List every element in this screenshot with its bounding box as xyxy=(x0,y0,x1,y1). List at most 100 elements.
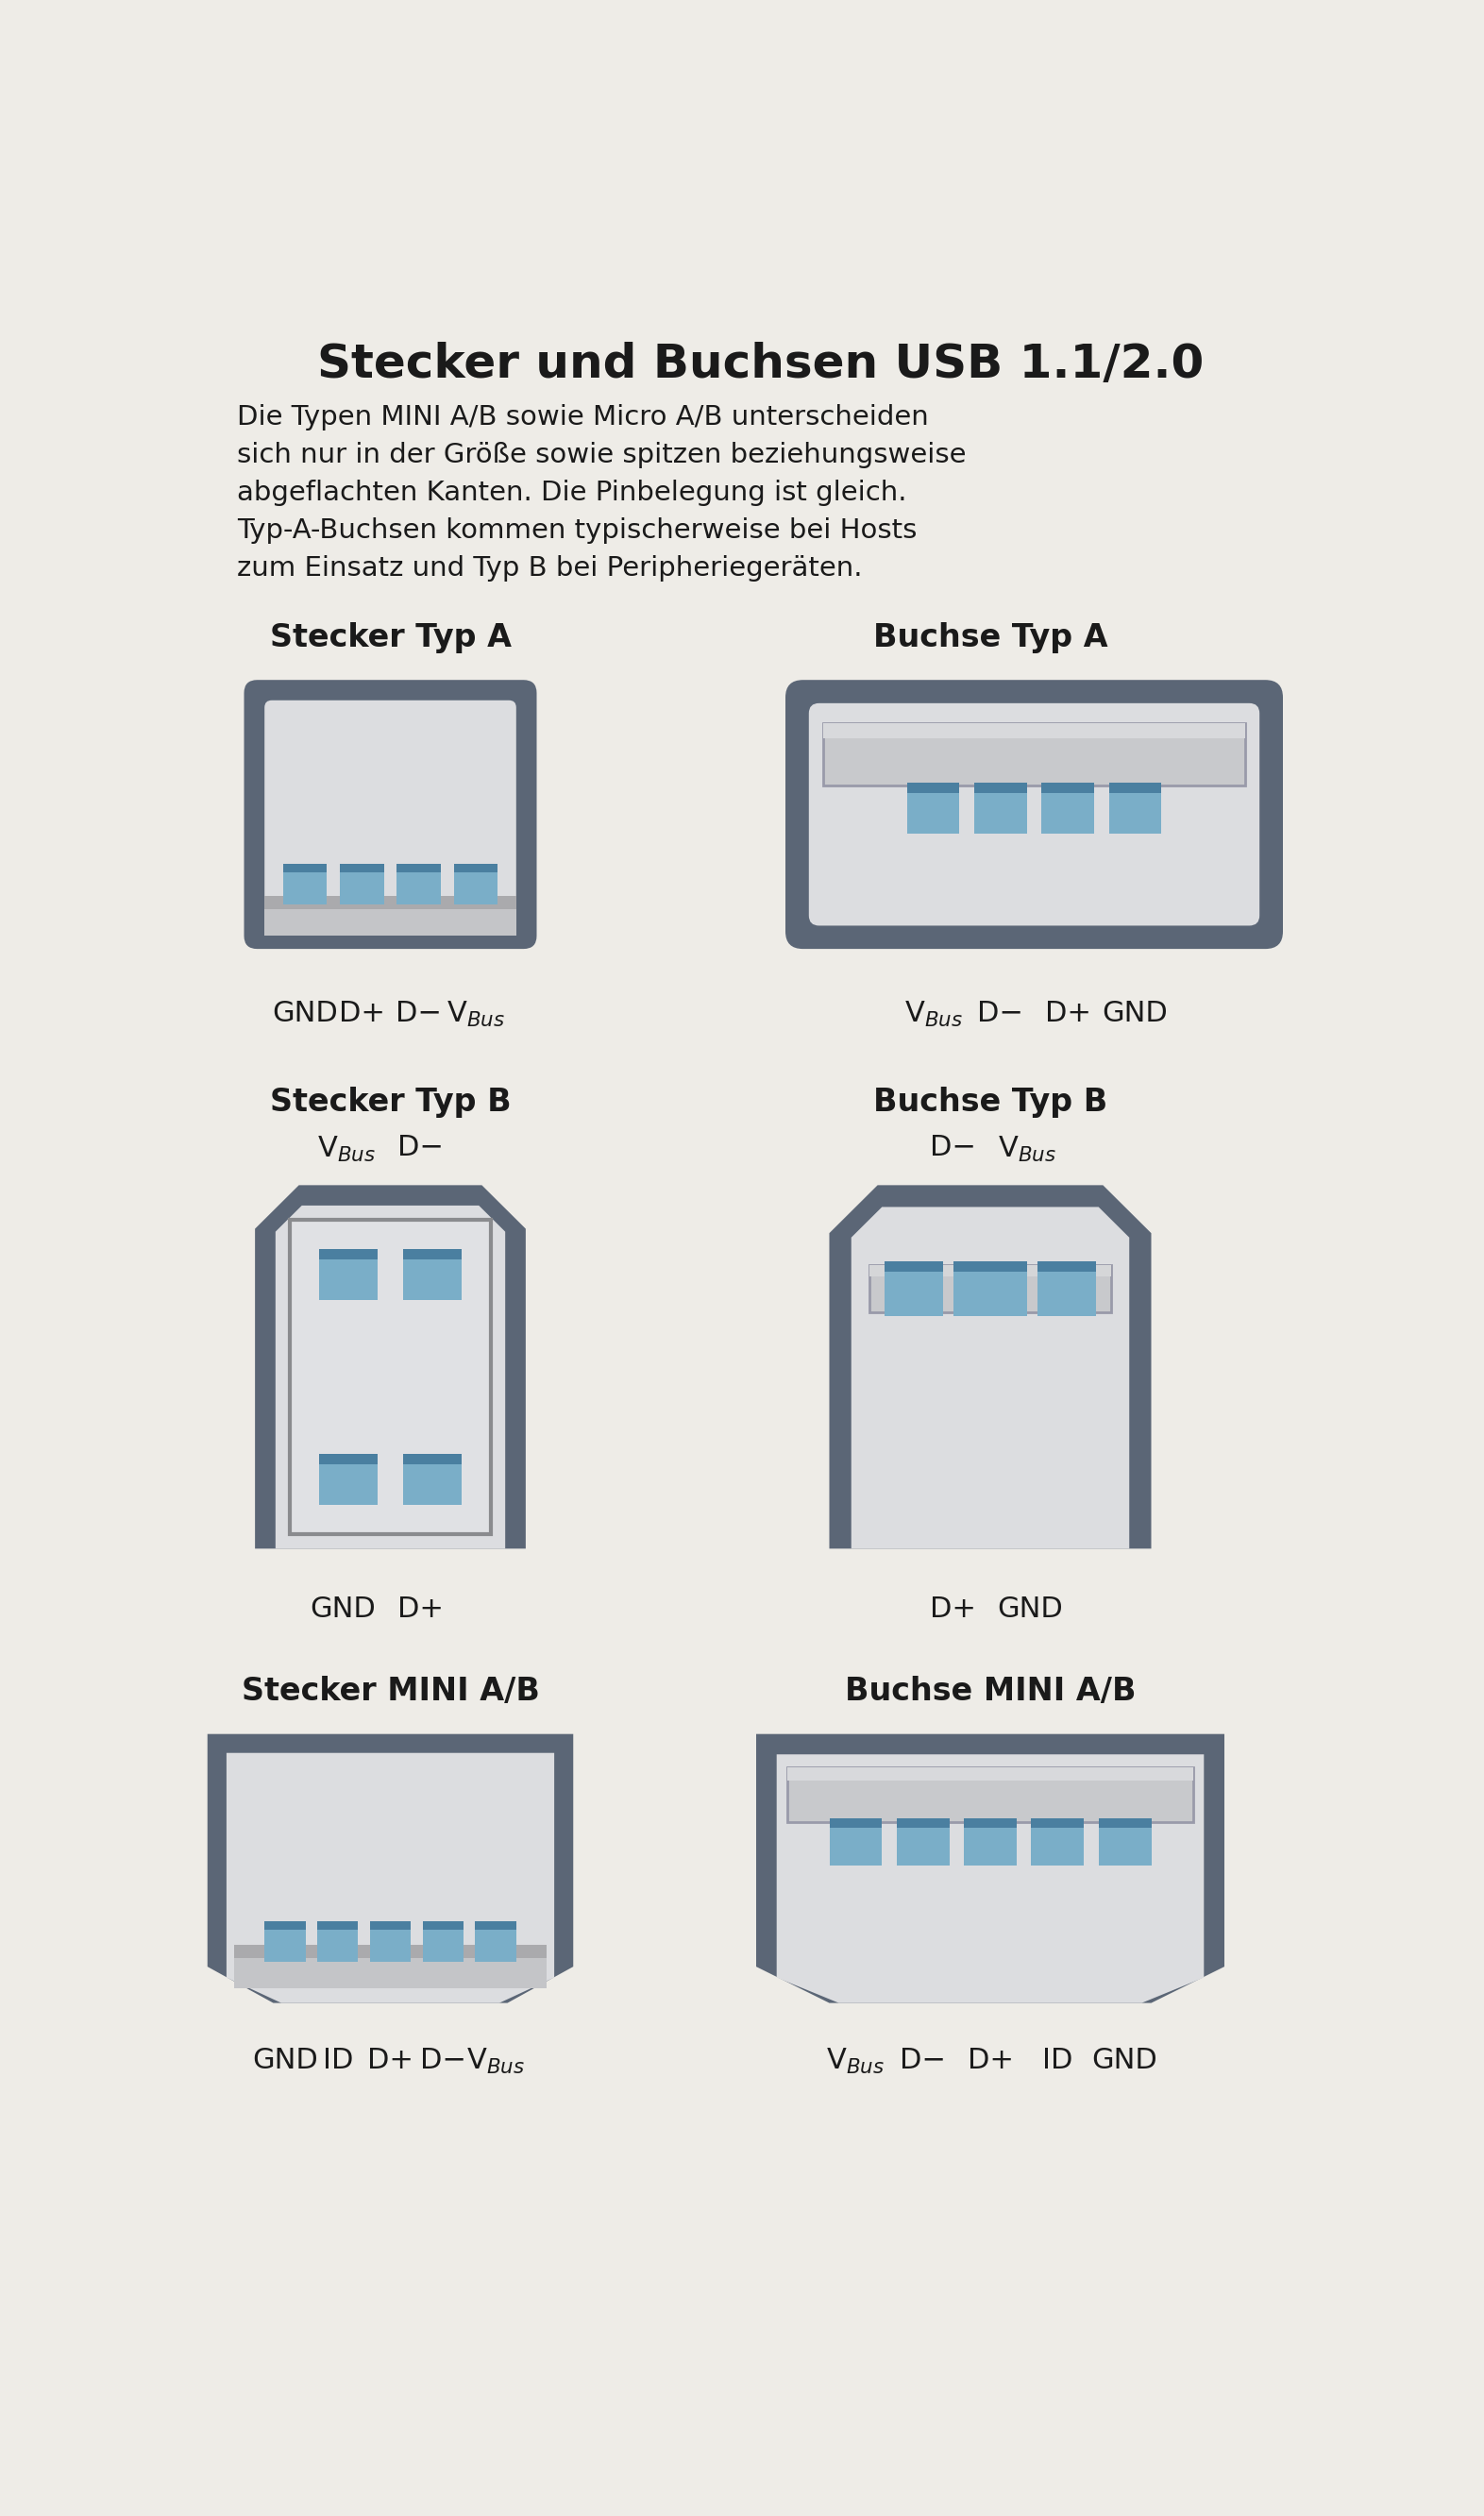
Bar xyxy=(396,863,441,873)
Bar xyxy=(830,1819,881,1864)
Bar xyxy=(1042,782,1094,793)
Bar xyxy=(824,725,1245,785)
Text: D+: D+ xyxy=(367,2046,414,2073)
Polygon shape xyxy=(852,1208,1129,1550)
Bar xyxy=(870,1266,1112,1313)
Text: ID: ID xyxy=(1042,2046,1073,2073)
Bar xyxy=(870,1266,1112,1276)
Bar xyxy=(969,1261,1027,1271)
Bar xyxy=(404,1454,462,1505)
Bar xyxy=(896,1819,950,1827)
Bar xyxy=(965,1819,1017,1864)
Bar xyxy=(340,863,384,873)
Text: D−: D− xyxy=(899,2046,945,2073)
Bar xyxy=(1042,782,1094,833)
Text: GND: GND xyxy=(997,1595,1064,1623)
Bar xyxy=(824,725,1245,737)
Text: D−: D− xyxy=(929,1135,975,1162)
Polygon shape xyxy=(227,1754,554,2003)
Bar xyxy=(454,863,499,873)
Text: Buchse MINI A/B: Buchse MINI A/B xyxy=(844,1676,1135,1706)
Polygon shape xyxy=(208,1734,573,2003)
Bar xyxy=(283,863,326,873)
Bar xyxy=(884,1261,942,1316)
Text: Stecker Typ B: Stecker Typ B xyxy=(270,1087,510,1117)
Text: V$_{Bus}$: V$_{Bus}$ xyxy=(318,1135,375,1162)
Bar xyxy=(896,1819,950,1864)
Text: V$_{Bus}$: V$_{Bus}$ xyxy=(466,2046,525,2076)
Text: GND: GND xyxy=(252,2046,318,2073)
Text: GND: GND xyxy=(310,1595,375,1623)
Bar xyxy=(1109,782,1162,833)
Bar xyxy=(954,1261,1012,1271)
Text: D+: D+ xyxy=(398,1595,444,1623)
Bar xyxy=(264,896,516,908)
Text: D+: D+ xyxy=(1045,999,1091,1027)
Bar xyxy=(1109,782,1162,793)
Bar xyxy=(907,782,960,833)
Bar xyxy=(404,1248,462,1301)
Bar xyxy=(283,863,326,906)
Text: D+: D+ xyxy=(338,999,384,1027)
Bar xyxy=(264,1922,306,1962)
Bar xyxy=(319,1248,377,1261)
Bar xyxy=(1031,1819,1083,1864)
Text: GND: GND xyxy=(1103,999,1168,1027)
Bar xyxy=(830,1819,881,1827)
Bar xyxy=(974,782,1027,793)
Text: V$_{Bus}$: V$_{Bus}$ xyxy=(447,999,505,1029)
Text: D+: D+ xyxy=(968,2046,1014,2073)
Text: sich nur in der Größe sowie spitzen beziehungsweise: sich nur in der Größe sowie spitzen bezi… xyxy=(237,440,966,468)
Polygon shape xyxy=(276,1205,505,1550)
Bar xyxy=(319,1248,377,1301)
Bar xyxy=(319,1454,377,1505)
Text: Stecker und Buchsen USB 1.1/2.0: Stecker und Buchsen USB 1.1/2.0 xyxy=(318,342,1204,387)
Bar xyxy=(319,1454,377,1464)
Text: Buchse Typ B: Buchse Typ B xyxy=(873,1087,1107,1117)
Bar xyxy=(396,863,441,906)
Bar xyxy=(954,1261,1012,1316)
Bar xyxy=(404,1248,462,1261)
Text: zum Einsatz und Typ B bei Peripheriegeräten.: zum Einsatz und Typ B bei Peripheriegerä… xyxy=(237,556,862,581)
Bar xyxy=(965,1819,1017,1827)
Bar xyxy=(264,896,516,936)
Bar xyxy=(969,1261,1027,1316)
FancyBboxPatch shape xyxy=(809,702,1260,926)
Polygon shape xyxy=(757,1734,1224,2003)
Bar xyxy=(1037,1261,1097,1271)
Text: D−: D− xyxy=(398,1135,444,1162)
FancyBboxPatch shape xyxy=(264,699,516,928)
Bar xyxy=(788,1766,1193,1781)
Bar xyxy=(318,1922,358,1962)
FancyBboxPatch shape xyxy=(243,679,537,949)
Polygon shape xyxy=(830,1185,1152,1550)
Bar xyxy=(788,1766,1193,1822)
FancyBboxPatch shape xyxy=(785,679,1284,949)
Text: Buchse Typ A: Buchse Typ A xyxy=(873,621,1107,654)
Text: Die Typen MINI A/B sowie Micro A/B unterscheiden: Die Typen MINI A/B sowie Micro A/B unter… xyxy=(237,403,929,430)
Bar xyxy=(340,863,384,906)
Bar xyxy=(884,1261,942,1271)
Bar xyxy=(370,1922,411,1930)
Bar xyxy=(475,1922,516,1962)
Text: D+: D+ xyxy=(929,1595,975,1623)
Bar xyxy=(454,863,499,906)
Text: Stecker Typ A: Stecker Typ A xyxy=(270,621,510,654)
Bar xyxy=(907,782,960,793)
Bar xyxy=(264,1922,306,1930)
Text: abgeflachten Kanten. Die Pinbelegung ist gleich.: abgeflachten Kanten. Die Pinbelegung ist… xyxy=(237,478,907,506)
Bar xyxy=(318,1922,358,1930)
Polygon shape xyxy=(776,1754,1204,2003)
Bar xyxy=(1031,1819,1083,1827)
Text: Stecker MINI A/B: Stecker MINI A/B xyxy=(242,1676,540,1706)
Bar xyxy=(234,1945,548,1957)
Bar xyxy=(289,1220,491,1535)
Bar xyxy=(1098,1819,1152,1827)
Bar xyxy=(1098,1819,1152,1864)
Text: V$_{Bus}$: V$_{Bus}$ xyxy=(827,2046,884,2076)
Text: V$_{Bus}$: V$_{Bus}$ xyxy=(904,999,963,1029)
Polygon shape xyxy=(255,1185,525,1550)
Text: D−: D− xyxy=(420,2046,466,2073)
Bar xyxy=(370,1922,411,1962)
Text: Typ-A-Buchsen kommen typischerweise bei Hosts: Typ-A-Buchsen kommen typischerweise bei … xyxy=(237,518,917,543)
